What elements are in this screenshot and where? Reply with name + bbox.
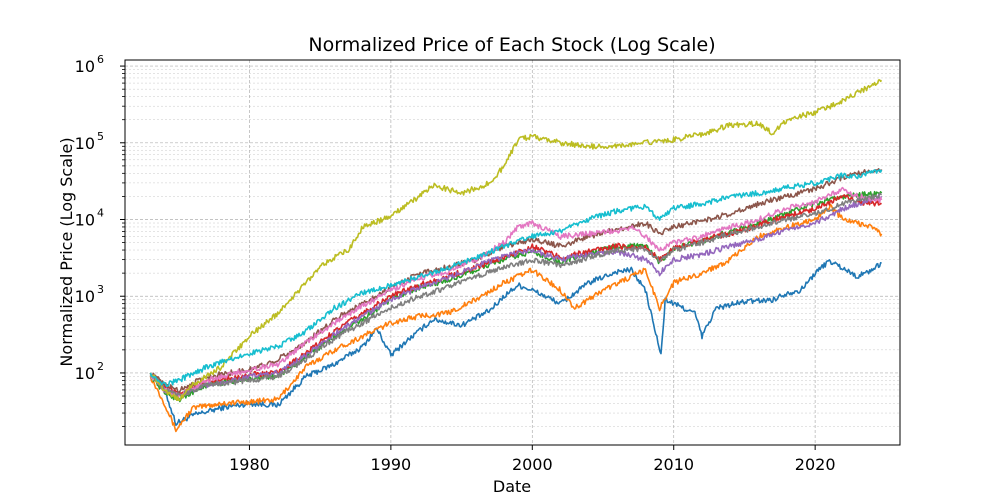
series-line-7 xyxy=(149,186,883,399)
grid xyxy=(125,60,900,445)
y-tick-exponent: 2 xyxy=(97,360,104,373)
series-line-2 xyxy=(149,203,883,433)
series-line-3 xyxy=(149,190,883,403)
x-tick-label: 2020 xyxy=(795,455,836,474)
series-line-6 xyxy=(149,168,883,393)
y-tick-label: 10 xyxy=(75,364,95,383)
y-tick-exponent: 3 xyxy=(97,283,104,296)
y-tick-exponent: 4 xyxy=(97,207,104,220)
chart-title: Normalized Price of Each Stock (Log Scal… xyxy=(308,34,715,56)
y-tick-label: 10 xyxy=(75,287,95,306)
series-line-8 xyxy=(149,192,883,399)
y-tick-label: 10 xyxy=(75,57,95,76)
x-axis-ticks: 1980 1990 2000 2010 2020 xyxy=(229,445,836,474)
x-tick-label: 1980 xyxy=(229,455,270,474)
series-line-4 xyxy=(149,194,882,396)
series-line-5 xyxy=(149,194,883,399)
x-tick-label: 2000 xyxy=(512,455,553,474)
y-axis-label: Normalized Price (Log Scale) xyxy=(57,137,76,366)
x-tick-label: 2010 xyxy=(653,455,694,474)
series-line-9 xyxy=(149,79,883,402)
series-line-1 xyxy=(149,259,882,426)
y-tick-label: 10 xyxy=(75,211,95,230)
y-tick-exponent: 6 xyxy=(97,53,104,66)
x-tick-label: 1990 xyxy=(371,455,412,474)
x-axis-label: Date xyxy=(493,477,531,496)
y-tick-exponent: 5 xyxy=(97,130,104,143)
y-tick-label: 10 xyxy=(75,134,95,153)
series-line-10 xyxy=(149,169,883,388)
plot-frame xyxy=(124,59,901,446)
series-layer xyxy=(149,79,883,433)
